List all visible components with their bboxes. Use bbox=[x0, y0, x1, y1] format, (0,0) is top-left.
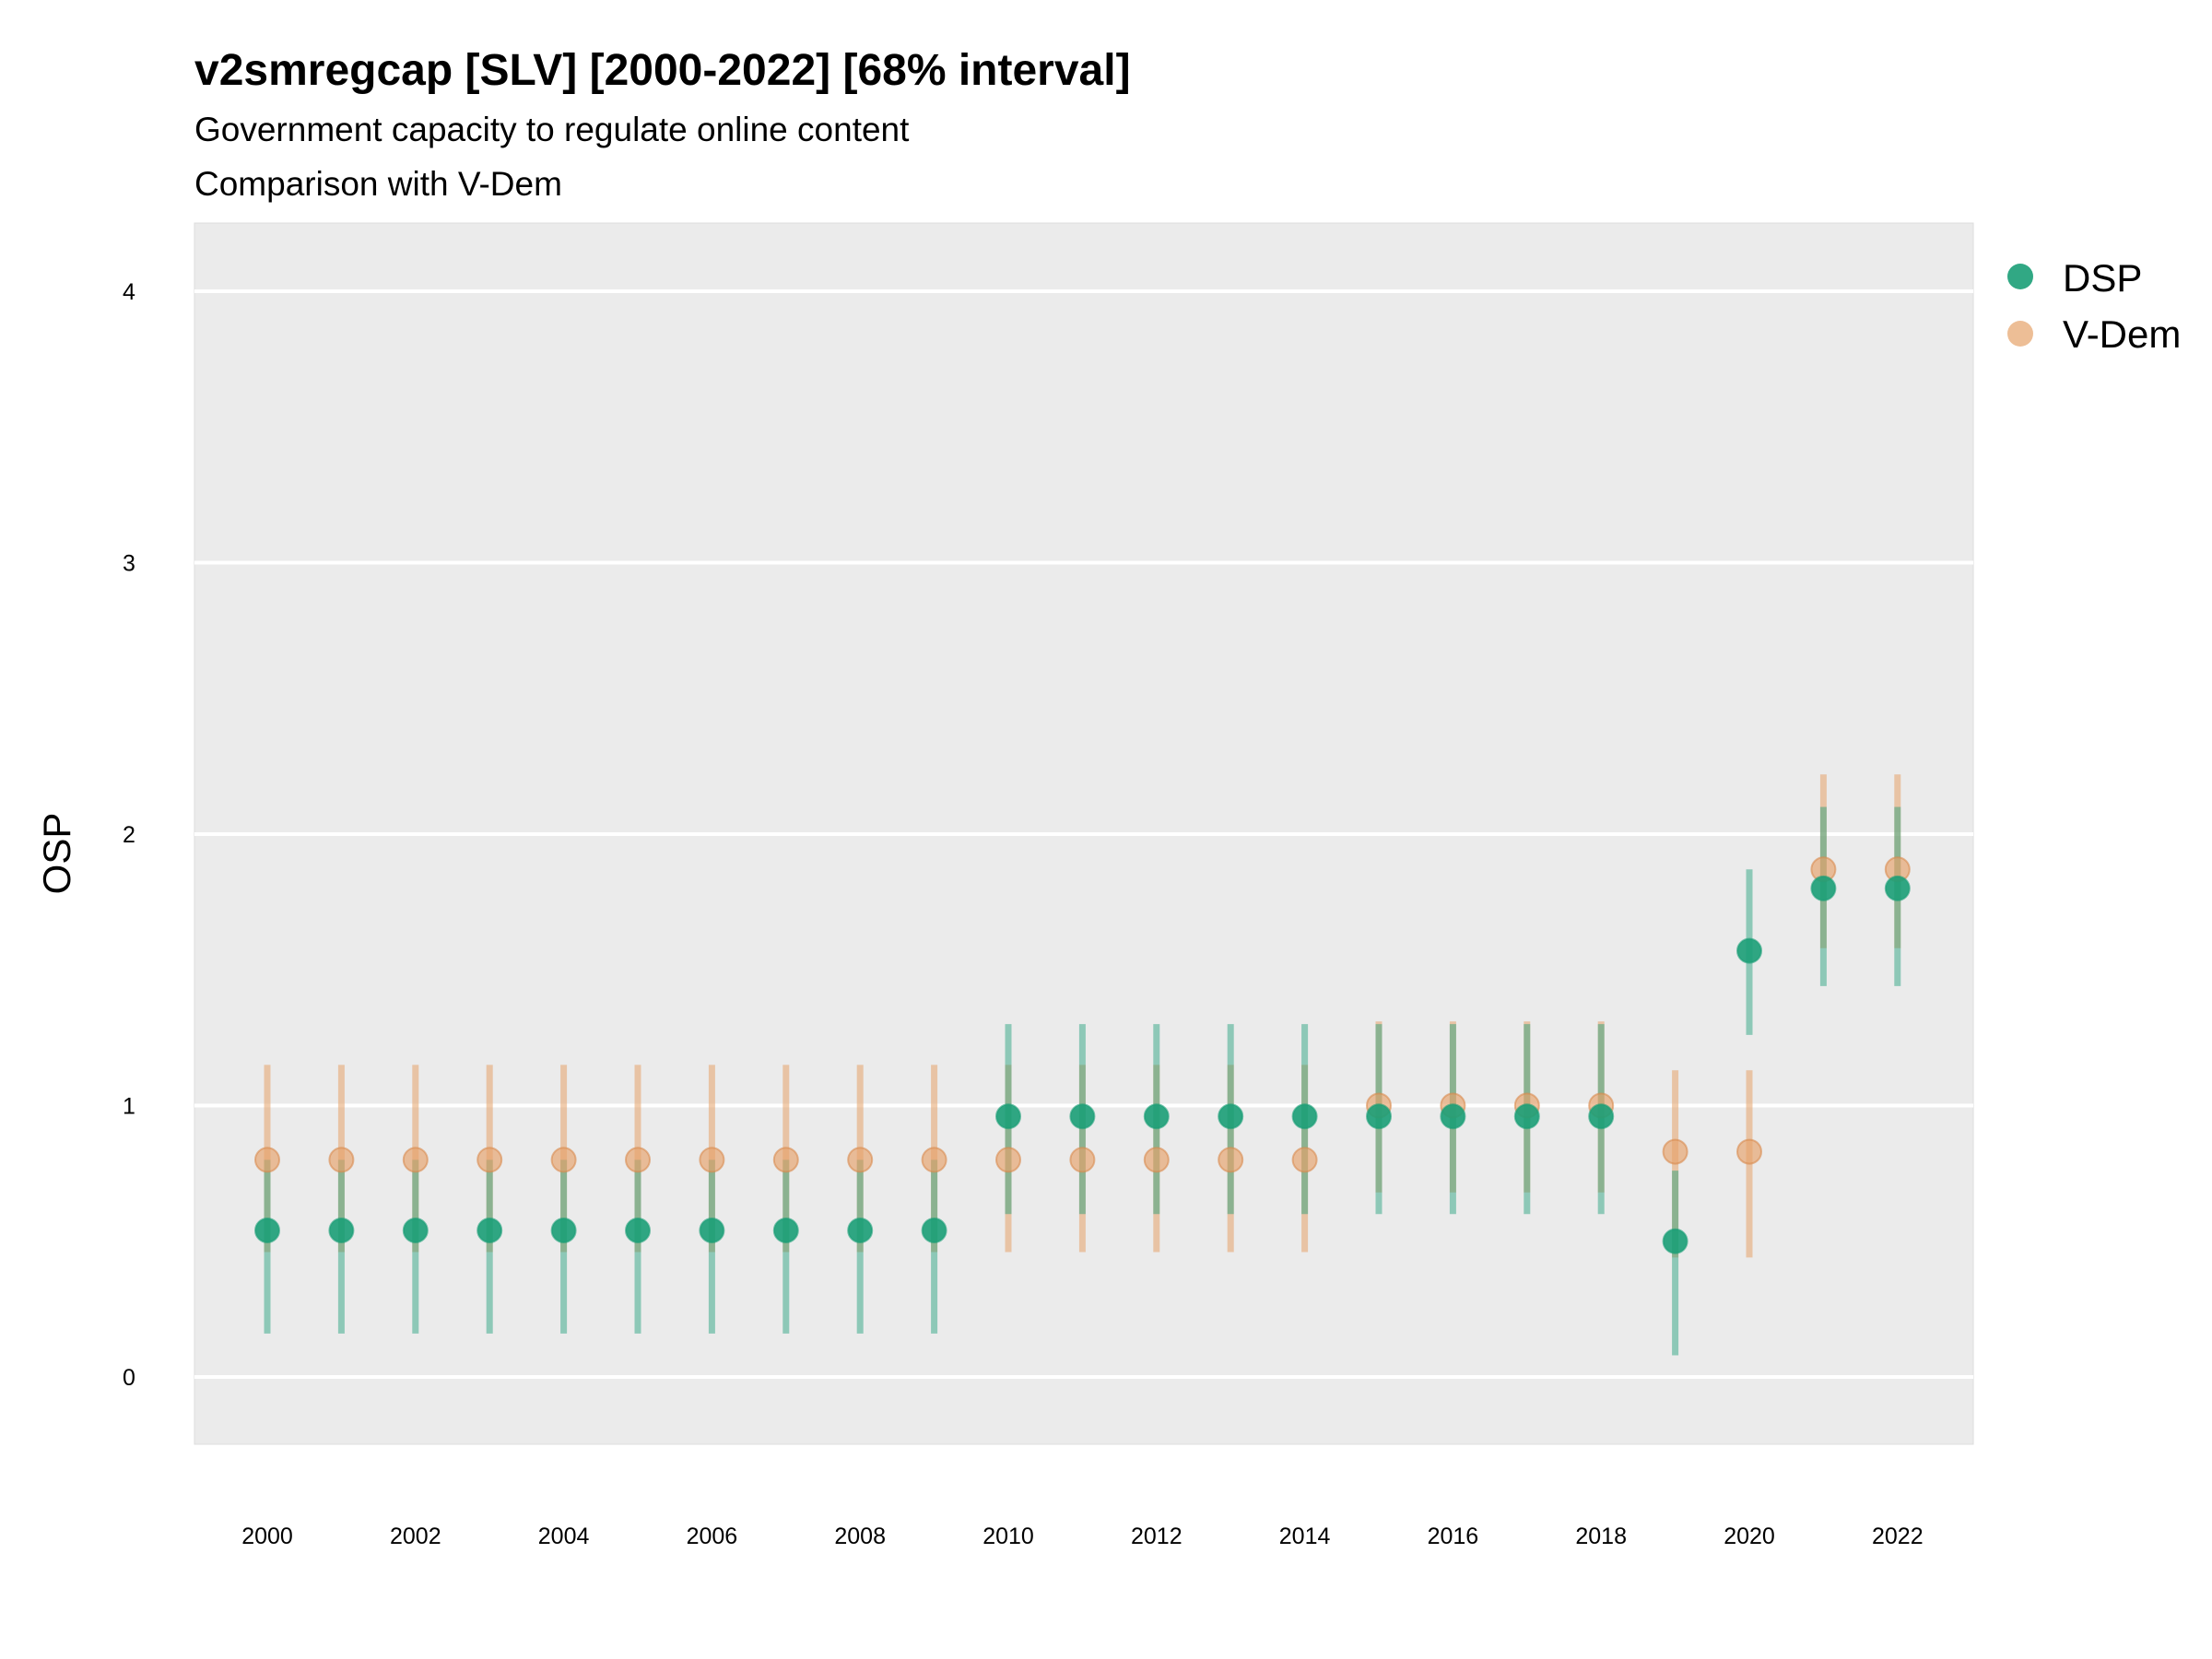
point-dsp-2013 bbox=[1218, 1103, 1244, 1130]
x-tick-label-2000: 2000 bbox=[241, 1524, 293, 1549]
x-tick-label-2008: 2008 bbox=[834, 1524, 886, 1549]
point-dsp-2001 bbox=[328, 1217, 355, 1243]
point-dsp-2015 bbox=[1366, 1103, 1392, 1130]
point-vdem-2006 bbox=[699, 1147, 725, 1173]
x-tick-label-2002: 2002 bbox=[390, 1524, 441, 1549]
point-dsp-2006 bbox=[699, 1217, 725, 1243]
x-tick-label-2010: 2010 bbox=[982, 1524, 1034, 1549]
y-tick-label-0: 0 bbox=[123, 1365, 135, 1391]
legend-label-vdem: V-Dem bbox=[2063, 312, 2181, 356]
data-marks bbox=[254, 774, 1911, 1356]
point-dsp-2021 bbox=[1810, 875, 1837, 901]
point-vdem-2002 bbox=[402, 1147, 429, 1173]
point-dsp-2022 bbox=[1884, 875, 1911, 901]
point-vdem-2010 bbox=[995, 1147, 1021, 1173]
y-tick-label-1: 1 bbox=[123, 1094, 135, 1120]
x-tick-label-2018: 2018 bbox=[1575, 1524, 1627, 1549]
point-dsp-2019 bbox=[1662, 1228, 1688, 1254]
y-axis-label: OSP bbox=[35, 813, 78, 895]
chart-subtitle-2: Comparison with V-Dem bbox=[194, 165, 562, 203]
point-dsp-2004 bbox=[550, 1217, 577, 1243]
y-axis-ticks: 0 1 2 3 4 bbox=[123, 279, 135, 1391]
point-vdem-2003 bbox=[477, 1147, 503, 1173]
point-vdem-2011 bbox=[1069, 1147, 1096, 1173]
point-vdem-2004 bbox=[550, 1147, 577, 1173]
point-dsp-2010 bbox=[995, 1103, 1021, 1130]
chart-subtitle: Government capacity to regulate online c… bbox=[194, 111, 910, 148]
point-dsp-2000 bbox=[254, 1217, 280, 1243]
x-tick-label-2004: 2004 bbox=[538, 1524, 590, 1549]
x-tick-label-2016: 2016 bbox=[1428, 1524, 1479, 1549]
point-dsp-2007 bbox=[772, 1217, 799, 1243]
point-dsp-2020 bbox=[1736, 937, 1762, 964]
point-vdem-2008 bbox=[847, 1147, 874, 1173]
point-dsp-2012 bbox=[1143, 1103, 1170, 1130]
y-tick-label-3: 3 bbox=[123, 551, 135, 577]
point-dsp-2018 bbox=[1588, 1103, 1615, 1130]
point-vdem-2009 bbox=[921, 1147, 947, 1173]
x-tick-label-2012: 2012 bbox=[1131, 1524, 1182, 1549]
y-tick-label-2: 2 bbox=[123, 822, 135, 848]
point-vdem-2012 bbox=[1143, 1147, 1170, 1173]
point-dsp-2017 bbox=[1513, 1103, 1540, 1130]
point-dsp-2002 bbox=[402, 1217, 429, 1243]
point-vdem-2005 bbox=[625, 1147, 651, 1173]
point-vdem-2013 bbox=[1218, 1147, 1244, 1173]
x-tick-label-2020: 2020 bbox=[1724, 1524, 1775, 1549]
chart-title: v2smregcap [SLV] [2000-2022] [68% interv… bbox=[194, 46, 1131, 95]
point-vdem-2020 bbox=[1736, 1138, 1762, 1165]
point-dsp-2003 bbox=[477, 1217, 503, 1243]
x-tick-label-2006: 2006 bbox=[687, 1524, 738, 1549]
point-dsp-2005 bbox=[625, 1217, 651, 1243]
point-dsp-2014 bbox=[1291, 1103, 1318, 1130]
y-tick-label-4: 4 bbox=[123, 279, 135, 305]
point-dsp-2016 bbox=[1440, 1103, 1466, 1130]
point-dsp-2009 bbox=[921, 1217, 947, 1243]
legend-label-dsp: DSP bbox=[2063, 256, 2142, 300]
point-dsp-2008 bbox=[847, 1217, 874, 1243]
legend: DSP V-Dem bbox=[2007, 256, 2181, 356]
point-vdem-2019 bbox=[1662, 1138, 1688, 1165]
legend-key-vdem bbox=[2007, 321, 2033, 347]
x-tick-label-2022: 2022 bbox=[1872, 1524, 1924, 1549]
point-vdem-2007 bbox=[772, 1147, 799, 1173]
point-vdem-2000 bbox=[254, 1147, 280, 1173]
point-vdem-2014 bbox=[1291, 1147, 1318, 1173]
x-tick-label-2014: 2014 bbox=[1279, 1524, 1331, 1549]
point-dsp-2011 bbox=[1069, 1103, 1096, 1130]
legend-key-dsp bbox=[2007, 264, 2033, 289]
x-axis-ticks: 2000 2002 2004 2006 2008 2010 2012 2014 2016 2018… bbox=[241, 1524, 1923, 1549]
point-vdem-2001 bbox=[328, 1147, 355, 1173]
